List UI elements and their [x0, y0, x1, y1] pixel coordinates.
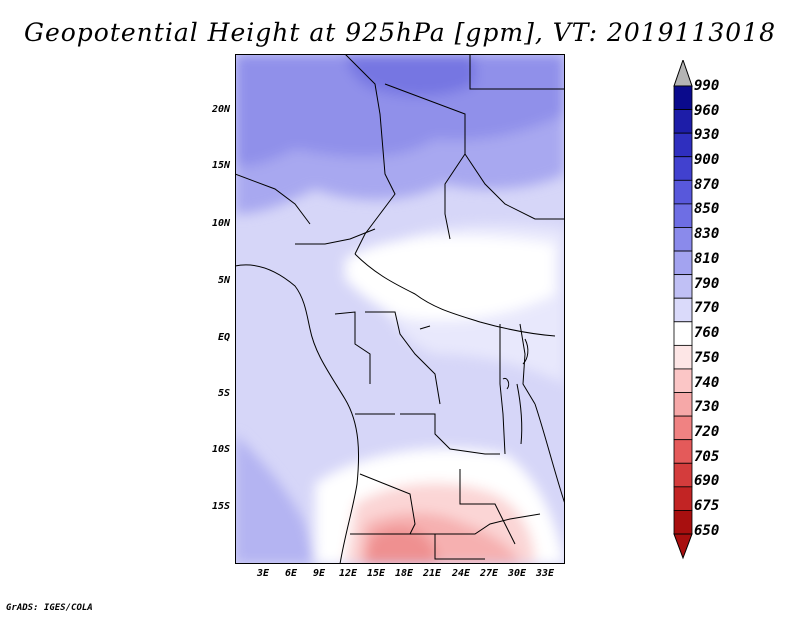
lon-tick-label: 27E	[479, 568, 499, 579]
map-frame	[235, 54, 565, 564]
colorbar-cell	[673, 203, 693, 228]
lat-tick-label: EQ	[217, 332, 230, 343]
legend-label: 740	[694, 375, 720, 391]
lon-tick-label: 33E	[535, 568, 555, 579]
lon-tick-label: 30E	[507, 568, 527, 579]
colorbar-cell	[673, 297, 693, 323]
lon-tick-label: 9E	[312, 568, 326, 579]
legend-label: 675	[694, 498, 720, 514]
lon-tick-label: 15E	[366, 568, 386, 579]
field-830-southwest	[235, 434, 315, 564]
lon-tick-label: 21E	[422, 568, 442, 579]
field-850-north	[345, 54, 475, 96]
colorbar-cell	[673, 486, 693, 511]
legend-label: 870	[694, 177, 720, 193]
field-730-south	[365, 527, 437, 564]
colorbar-top-arrow	[673, 60, 693, 87]
colorbar-bottom-arrow	[673, 533, 693, 560]
grads-credit: GrADS: IGES/COLA	[6, 603, 93, 613]
lat-tick-label: 10N	[211, 218, 230, 229]
legend-label: 720	[694, 424, 720, 440]
legend-label: 830	[694, 226, 720, 242]
colorbar-cell	[673, 392, 693, 417]
colorbar-cell	[673, 439, 693, 464]
lat-tick-label: 15S	[211, 501, 230, 512]
legend-label: 750	[694, 350, 720, 366]
colorbar-cell	[673, 85, 693, 110]
lat-tick-label: 10S	[211, 444, 230, 455]
colorbar-cell	[673, 368, 693, 393]
lakes	[419, 325, 529, 445]
lon-tick-label: 3E	[256, 568, 270, 579]
colorbar-cell	[673, 510, 693, 535]
colorbar-cell	[673, 274, 693, 299]
colorbar-cell	[673, 227, 693, 252]
lat-tick-label: 15N	[211, 160, 230, 171]
legend-label: 650	[694, 523, 720, 539]
lat-tick-label: 5N	[217, 275, 230, 286]
lon-tick-label: 12E	[338, 568, 358, 579]
colorbar-cell	[673, 132, 693, 158]
map-plot	[235, 54, 565, 564]
lon-tick-label: 24E	[451, 568, 471, 579]
lat-tick-label: 20N	[211, 104, 230, 115]
legend-label: 900	[694, 152, 720, 168]
boundaries	[235, 54, 565, 564]
legend-label: 770	[694, 300, 720, 316]
colorbar-cell	[673, 156, 693, 181]
colorbar-cell	[673, 462, 693, 488]
legend-label: 760	[694, 325, 720, 341]
colorbar-cell	[673, 415, 693, 441]
colorbar-cell	[673, 321, 693, 346]
colorbar-cell	[673, 344, 693, 370]
legend-label: 850	[694, 201, 720, 217]
colorbar-cell	[673, 109, 693, 134]
legend-label: 690	[694, 473, 720, 489]
legend-label: 930	[694, 127, 720, 143]
lon-tick-label: 6E	[284, 568, 298, 579]
colorbar	[673, 60, 693, 560]
lat-tick-label: 5S	[217, 388, 230, 399]
field-760-central	[345, 235, 555, 321]
legend-label: 990	[694, 78, 720, 94]
chart-title: Geopotential Height at 925hPa [gpm], VT:…	[23, 18, 777, 47]
legend-label: 730	[694, 399, 720, 415]
lon-tick-label: 18E	[394, 568, 414, 579]
colorbar-cell	[673, 250, 693, 276]
legend-label: 960	[694, 103, 720, 119]
field-830-north	[235, 54, 565, 166]
colorbar-cell	[673, 179, 693, 205]
legend-label: 790	[694, 276, 720, 292]
legend-label: 810	[694, 251, 720, 267]
legend-label: 705	[694, 449, 720, 465]
